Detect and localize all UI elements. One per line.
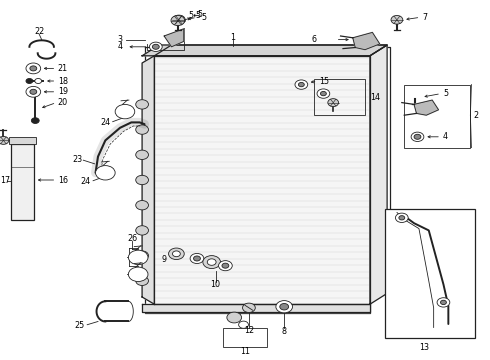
- Bar: [314, 79, 365, 115]
- Text: 10: 10: [211, 280, 220, 289]
- Bar: [404, 85, 470, 148]
- Circle shape: [35, 78, 42, 84]
- Bar: [11, 144, 34, 220]
- Circle shape: [136, 100, 148, 109]
- Circle shape: [298, 82, 304, 87]
- Circle shape: [239, 321, 248, 328]
- Text: 20: 20: [58, 98, 68, 107]
- Circle shape: [136, 226, 148, 235]
- Text: 5: 5: [201, 13, 206, 22]
- Text: 17: 17: [0, 176, 10, 185]
- Text: 4: 4: [118, 42, 122, 51]
- Circle shape: [172, 16, 184, 25]
- Circle shape: [317, 89, 330, 98]
- Text: 23: 23: [73, 155, 82, 163]
- Polygon shape: [164, 29, 184, 47]
- Circle shape: [203, 256, 220, 269]
- Circle shape: [115, 104, 135, 119]
- Bar: [385, 209, 475, 338]
- Circle shape: [227, 312, 242, 323]
- Circle shape: [391, 15, 403, 24]
- Circle shape: [280, 303, 289, 310]
- Circle shape: [96, 166, 115, 180]
- Circle shape: [276, 301, 293, 313]
- Polygon shape: [154, 56, 370, 304]
- Text: 5←: 5←: [189, 11, 200, 20]
- Circle shape: [207, 259, 216, 265]
- Bar: [223, 328, 267, 347]
- Circle shape: [441, 300, 446, 305]
- Bar: [9, 137, 36, 144]
- Polygon shape: [414, 100, 439, 115]
- Polygon shape: [142, 45, 387, 56]
- Circle shape: [222, 263, 229, 268]
- Circle shape: [172, 15, 185, 24]
- Circle shape: [31, 118, 39, 123]
- Text: 8: 8: [282, 327, 287, 336]
- Circle shape: [128, 267, 148, 282]
- Polygon shape: [353, 32, 380, 50]
- Text: 3: 3: [118, 35, 122, 44]
- Text: 2: 2: [473, 111, 478, 120]
- Circle shape: [243, 303, 255, 312]
- Text: 7: 7: [422, 13, 427, 22]
- Circle shape: [414, 134, 421, 139]
- Circle shape: [172, 251, 180, 257]
- Circle shape: [26, 78, 33, 84]
- Circle shape: [136, 150, 148, 159]
- Polygon shape: [370, 45, 387, 304]
- Circle shape: [136, 201, 148, 210]
- Circle shape: [295, 80, 308, 89]
- Text: 16: 16: [58, 176, 68, 185]
- Circle shape: [409, 90, 421, 99]
- Circle shape: [190, 253, 204, 264]
- Text: 25: 25: [74, 321, 84, 330]
- Text: 6: 6: [311, 35, 316, 44]
- Text: 1: 1: [230, 33, 235, 42]
- Text: 26: 26: [127, 234, 137, 243]
- Polygon shape: [145, 47, 390, 313]
- Polygon shape: [154, 45, 387, 56]
- Circle shape: [411, 132, 424, 141]
- Circle shape: [437, 298, 450, 307]
- Circle shape: [26, 63, 41, 74]
- Text: 18: 18: [58, 77, 68, 86]
- Circle shape: [194, 256, 200, 261]
- Circle shape: [152, 44, 159, 49]
- Circle shape: [136, 276, 148, 285]
- Text: 12: 12: [244, 326, 254, 335]
- Circle shape: [149, 42, 162, 51]
- Text: 11: 11: [240, 346, 250, 356]
- Text: 4: 4: [443, 132, 448, 141]
- Circle shape: [136, 251, 148, 260]
- Text: 5: 5: [195, 11, 200, 20]
- Circle shape: [26, 86, 41, 97]
- Text: 24: 24: [100, 118, 110, 127]
- Text: 14: 14: [370, 93, 380, 102]
- Text: 5: 5: [443, 89, 448, 98]
- Circle shape: [30, 89, 37, 94]
- Text: 21: 21: [58, 64, 68, 73]
- Text: 15: 15: [319, 77, 330, 86]
- Text: 24: 24: [81, 177, 91, 186]
- Circle shape: [136, 175, 148, 185]
- Circle shape: [0, 136, 9, 144]
- Circle shape: [169, 248, 184, 260]
- Circle shape: [219, 261, 232, 271]
- Circle shape: [399, 216, 405, 220]
- Text: 9: 9: [162, 256, 167, 264]
- Polygon shape: [142, 56, 154, 304]
- Text: 5: 5: [197, 10, 202, 19]
- Text: 13: 13: [419, 343, 429, 352]
- Text: 19: 19: [58, 87, 68, 96]
- Circle shape: [328, 99, 339, 107]
- Text: 22: 22: [34, 27, 44, 36]
- Circle shape: [171, 15, 185, 26]
- Circle shape: [30, 66, 37, 71]
- Circle shape: [128, 250, 148, 265]
- Circle shape: [395, 213, 408, 222]
- Circle shape: [320, 91, 326, 96]
- Polygon shape: [142, 304, 370, 312]
- Circle shape: [136, 125, 148, 134]
